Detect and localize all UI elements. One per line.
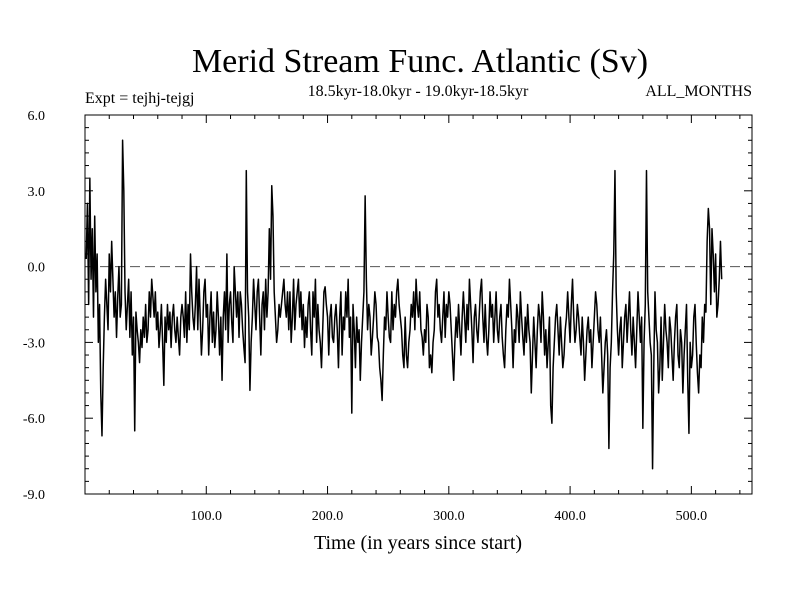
period-label: 18.5kyr-18.0kyr - 19.0kyr-18.5kyr bbox=[308, 83, 529, 100]
x-tick-label: 400.0 bbox=[554, 509, 586, 524]
y-tick-label: -9.0 bbox=[23, 488, 45, 503]
x-axis-label: Time (in years since start) bbox=[314, 532, 522, 554]
x-tick-label: 500.0 bbox=[676, 509, 708, 524]
y-tick-label: -6.0 bbox=[23, 412, 45, 427]
y-tick-label: 3.0 bbox=[28, 185, 46, 200]
axes: 6.0 3.0 0.0 -3.0 -6.0 -9.0 100.0 200.0 300.0 400.… bbox=[23, 109, 752, 524]
months-label: ALL_MONTHS bbox=[645, 83, 752, 100]
series-layer bbox=[85, 139, 723, 470]
x-tick-label: 300.0 bbox=[433, 509, 465, 524]
x-tick-label: 100.0 bbox=[191, 509, 223, 524]
expt-label: Expt = tejhj-tejgj bbox=[85, 90, 194, 107]
y-tick-label: 6.0 bbox=[28, 109, 46, 124]
y-tick-label: 0.0 bbox=[28, 261, 46, 276]
y-tick-label: -3.0 bbox=[23, 336, 45, 351]
series-line-difference bbox=[85, 139, 723, 470]
x-tick-label: 200.0 bbox=[312, 509, 344, 524]
plot-frame bbox=[84, 114, 753, 495]
chart-title: Merid Stream Func. Atlantic (Sv) bbox=[192, 43, 648, 80]
